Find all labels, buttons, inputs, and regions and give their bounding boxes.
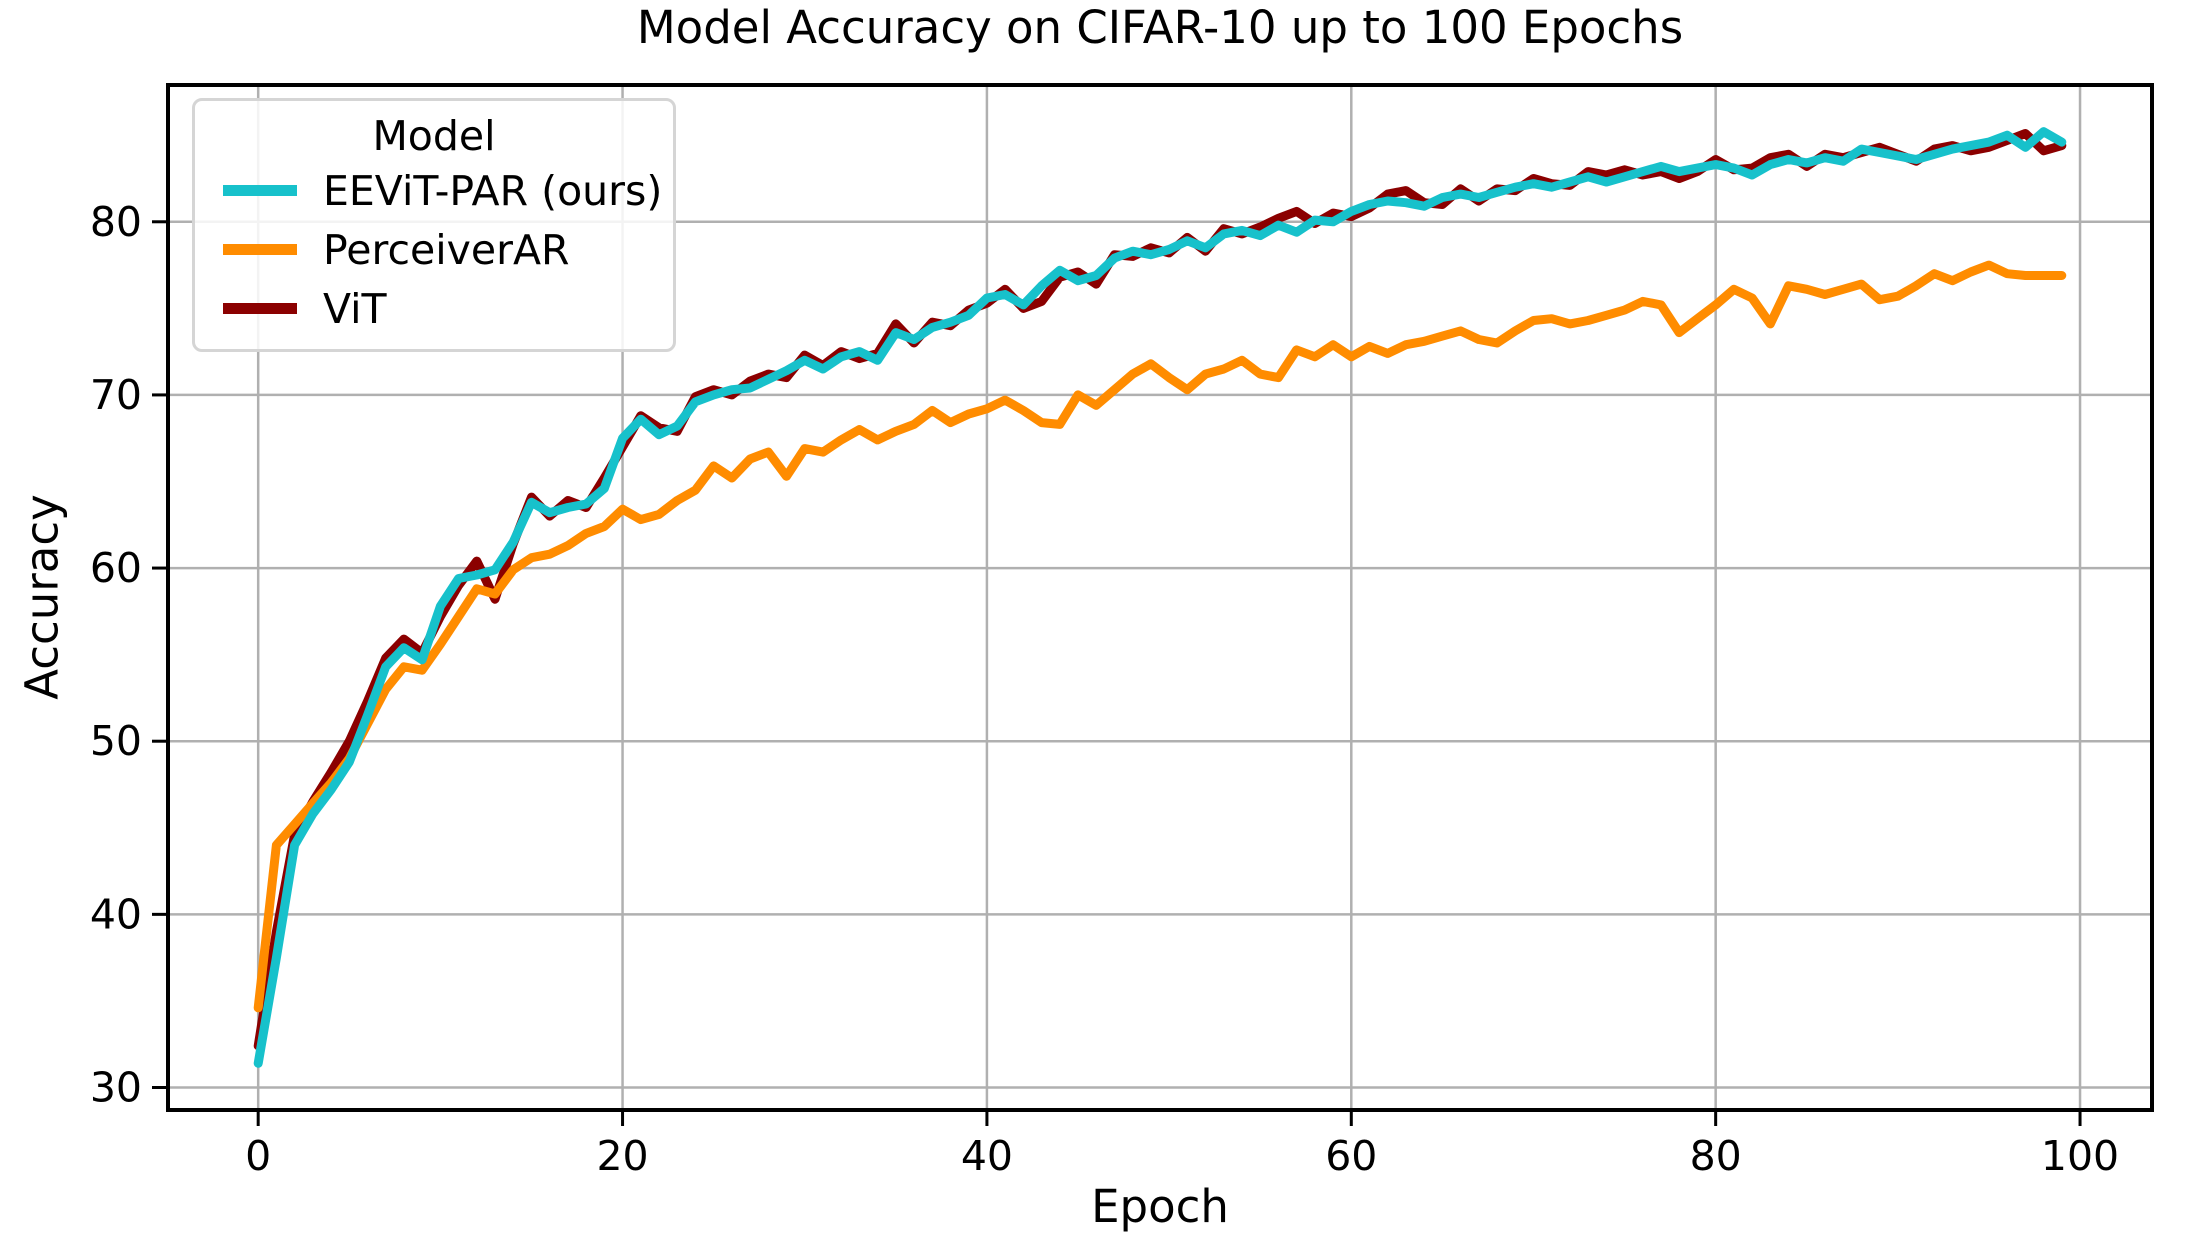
x-tick-label: 40 (961, 1132, 1013, 1180)
y-tick-label: 30 (90, 1063, 142, 1111)
x-tick-label: 20 (596, 1132, 648, 1180)
series-line-eevit-par-ours (253, 127, 2067, 1068)
legend: Model EEViT-PAR (ours) PerceiverAR ViT (192, 98, 676, 352)
legend-swatch-vit (223, 303, 297, 314)
x-tick-label: 60 (1325, 1132, 1377, 1180)
x-axis-label: Epoch (1091, 1180, 1229, 1233)
legend-item-vit: ViT (195, 279, 673, 338)
x-tick-label: 0 (245, 1132, 271, 1180)
y-axis-label: Accuracy (15, 494, 69, 700)
y-tick-label: 50 (90, 717, 142, 765)
x-tick-label: 80 (1690, 1132, 1742, 1180)
y-tick-label: 40 (90, 890, 142, 938)
legend-title: Model (372, 112, 496, 160)
y-tick-label: 60 (90, 544, 142, 592)
legend-label-perceiverar: PerceiverAR (323, 225, 570, 274)
x-tick-label: 100 (2041, 1132, 2119, 1180)
y-tick-label: 70 (90, 371, 142, 419)
legend-swatch-eevit-par (223, 185, 297, 196)
legend-swatch-perceiverar (223, 244, 297, 255)
legend-item-perceiverar: PerceiverAR (195, 220, 673, 279)
legend-label-eevit-par: EEViT-PAR (ours) (323, 166, 663, 215)
series-line-perceiverar (253, 260, 2067, 1013)
legend-label-vit: ViT (323, 284, 387, 333)
legend-item-eevit-par: EEViT-PAR (ours) (195, 161, 673, 220)
y-tick-label: 80 (90, 198, 142, 246)
chart-title: Model Accuracy on CIFAR-10 up to 100 Epo… (636, 1, 1684, 54)
axes-spines (166, 83, 2154, 1112)
